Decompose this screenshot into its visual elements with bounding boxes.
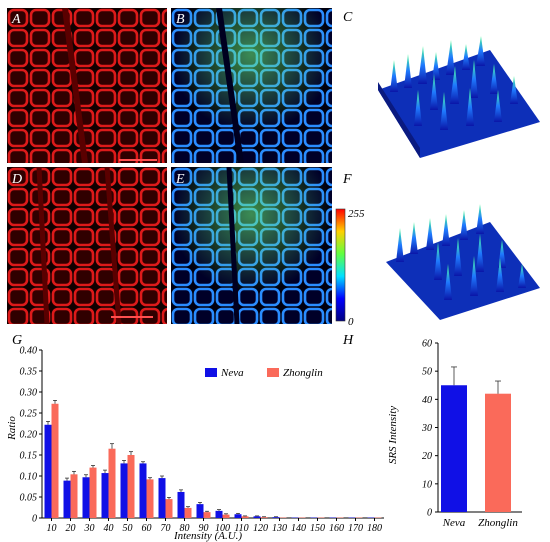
chart-g-xtick-label: 160 [329,523,344,534]
chart-g-bar-neva [82,477,90,518]
chart-g-bar-zhonglin [222,514,230,518]
chart-g-bar-zhonglin [51,403,59,518]
chart-h-ytick-label: 50 [422,367,432,378]
chart-g-bar-zhonglin [260,517,268,518]
chart-g-xtick-label: 30 [84,523,95,534]
chart-h-ytick-label: 0 [427,508,432,519]
chart-g-bar-neva [101,473,109,518]
chart-g-ylabel: Ratio [6,416,18,441]
surface-plot-f [386,204,540,320]
chart-g-bar-neva [63,480,71,518]
panel-label-c: C [343,10,353,25]
chart-g-legend-label-neva: Neva [220,367,244,379]
chart-g-bar-zhonglin [184,507,192,518]
chart-g-xtick-label: 70 [161,523,171,534]
chart-g-bar-neva [44,424,52,518]
micrograph-d [7,167,167,324]
colorbar-max-label: 255 [348,208,365,220]
chart-g-xtick-label: 80 [180,523,190,534]
chart-g-bar-zhonglin [108,448,116,518]
chart-g-ytick-label: 0.25 [20,409,38,420]
chart-g-bar-neva [177,491,185,518]
chart-h-ytick-label: 20 [422,451,432,462]
chart-g-xtick-label: 110 [234,523,248,534]
colorbar-min-label: 0 [348,316,354,328]
chart-g-bar-neva [139,463,147,518]
chart-h-bar-zhonglin [485,393,511,512]
chart-g-legend-swatch-zhonglin [267,368,279,377]
panel-label-b: B [176,12,185,27]
chart-g-bar-neva [196,504,204,518]
chart-g-ytick-label: 0.20 [20,430,38,441]
chart-g: 0 0.05 0.10 0.15 0.20 0.25 0.30 0.35 0.40 10 20 30 4… [6,346,384,542]
chart-g-bar-zhonglin [203,512,211,518]
chart-g-xtick-label: 100 [215,523,230,534]
panel-label-d: D [12,172,23,187]
panel-label-e: E [176,172,185,187]
chart-g-bar-neva [253,516,261,518]
chart-g-ytick-label: 0.40 [20,346,38,357]
panel-label-f: F [343,172,352,187]
chart-g-xlabel: Intensity (A.U.) [173,530,242,542]
chart-g-xtick-label: 140 [291,523,306,534]
panel-label-a: A [12,12,21,27]
micrograph-a [7,8,167,163]
chart-g-legend-swatch-neva [205,368,217,377]
chart-g-xtick-label: 20 [66,523,76,534]
chart-g-xtick-label: 60 [142,523,152,534]
chart-g-xtick-label: 90 [199,523,209,534]
chart-h: 0 10 20 30 40 50 60 Neva Zhonglin SRS Intensity [387,339,522,529]
chart-g-bar-neva [272,517,280,518]
chart-h-ytick-label: 60 [422,339,432,350]
chart-h-bar-neva [441,385,467,512]
chart-g-bar-zhonglin [89,467,97,518]
chart-h-xtick-label: Neva [442,517,466,529]
chart-g-xtick-label: 50 [123,523,133,534]
chart-g-xtick-label: 170 [348,523,363,534]
chart-g-bar-zhonglin [146,479,154,518]
chart-g-bar-neva [234,514,242,518]
micrograph-e [171,167,332,324]
chart-g-xtick-label: 150 [310,523,325,534]
chart-g-bar-neva [158,478,166,518]
surface-plot-c [378,36,540,158]
chart-g-bar-neva [215,510,223,518]
chart-g-bar-zhonglin [70,474,78,518]
chart-h-ytick-label: 10 [422,479,432,490]
chart-g-bar-zhonglin [165,499,173,518]
chart-g-ytick-label: 0.10 [20,472,38,483]
chart-g-ytick-label: 0.05 [20,493,38,504]
chart-g-bar-zhonglin [127,455,135,518]
chart-g-xtick-label: 120 [253,523,268,534]
chart-h-ytick-label: 40 [422,395,432,406]
chart-g-xtick-label: 180 [367,523,382,534]
chart-g-bar-zhonglin [241,516,249,518]
chart-g-ytick-label: 0 [32,514,37,525]
chart-g-xtick-label: 40 [104,523,114,534]
chart-h-xtick-label: Zhonglin [478,517,518,529]
chart-h-ylabel: SRS Intensity [387,406,399,464]
chart-g-ytick-label: 0.30 [20,388,38,399]
chart-h-ytick-label: 30 [421,423,432,434]
chart-g-legend-label-zhonglin: Zhonglin [283,367,323,379]
chart-g-xtick-label: 130 [272,523,287,534]
chart-g-ytick-label: 0.35 [20,367,38,378]
chart-g-bar-neva [120,463,128,518]
panel-label-g: G [12,333,23,348]
micrograph-b [171,8,332,163]
chart-g-ytick-label: 0.15 [20,451,38,462]
panel-label-h: H [343,333,354,348]
chart-g-xtick-label: 10 [47,523,57,534]
colorbar: 255 0 [335,208,365,328]
